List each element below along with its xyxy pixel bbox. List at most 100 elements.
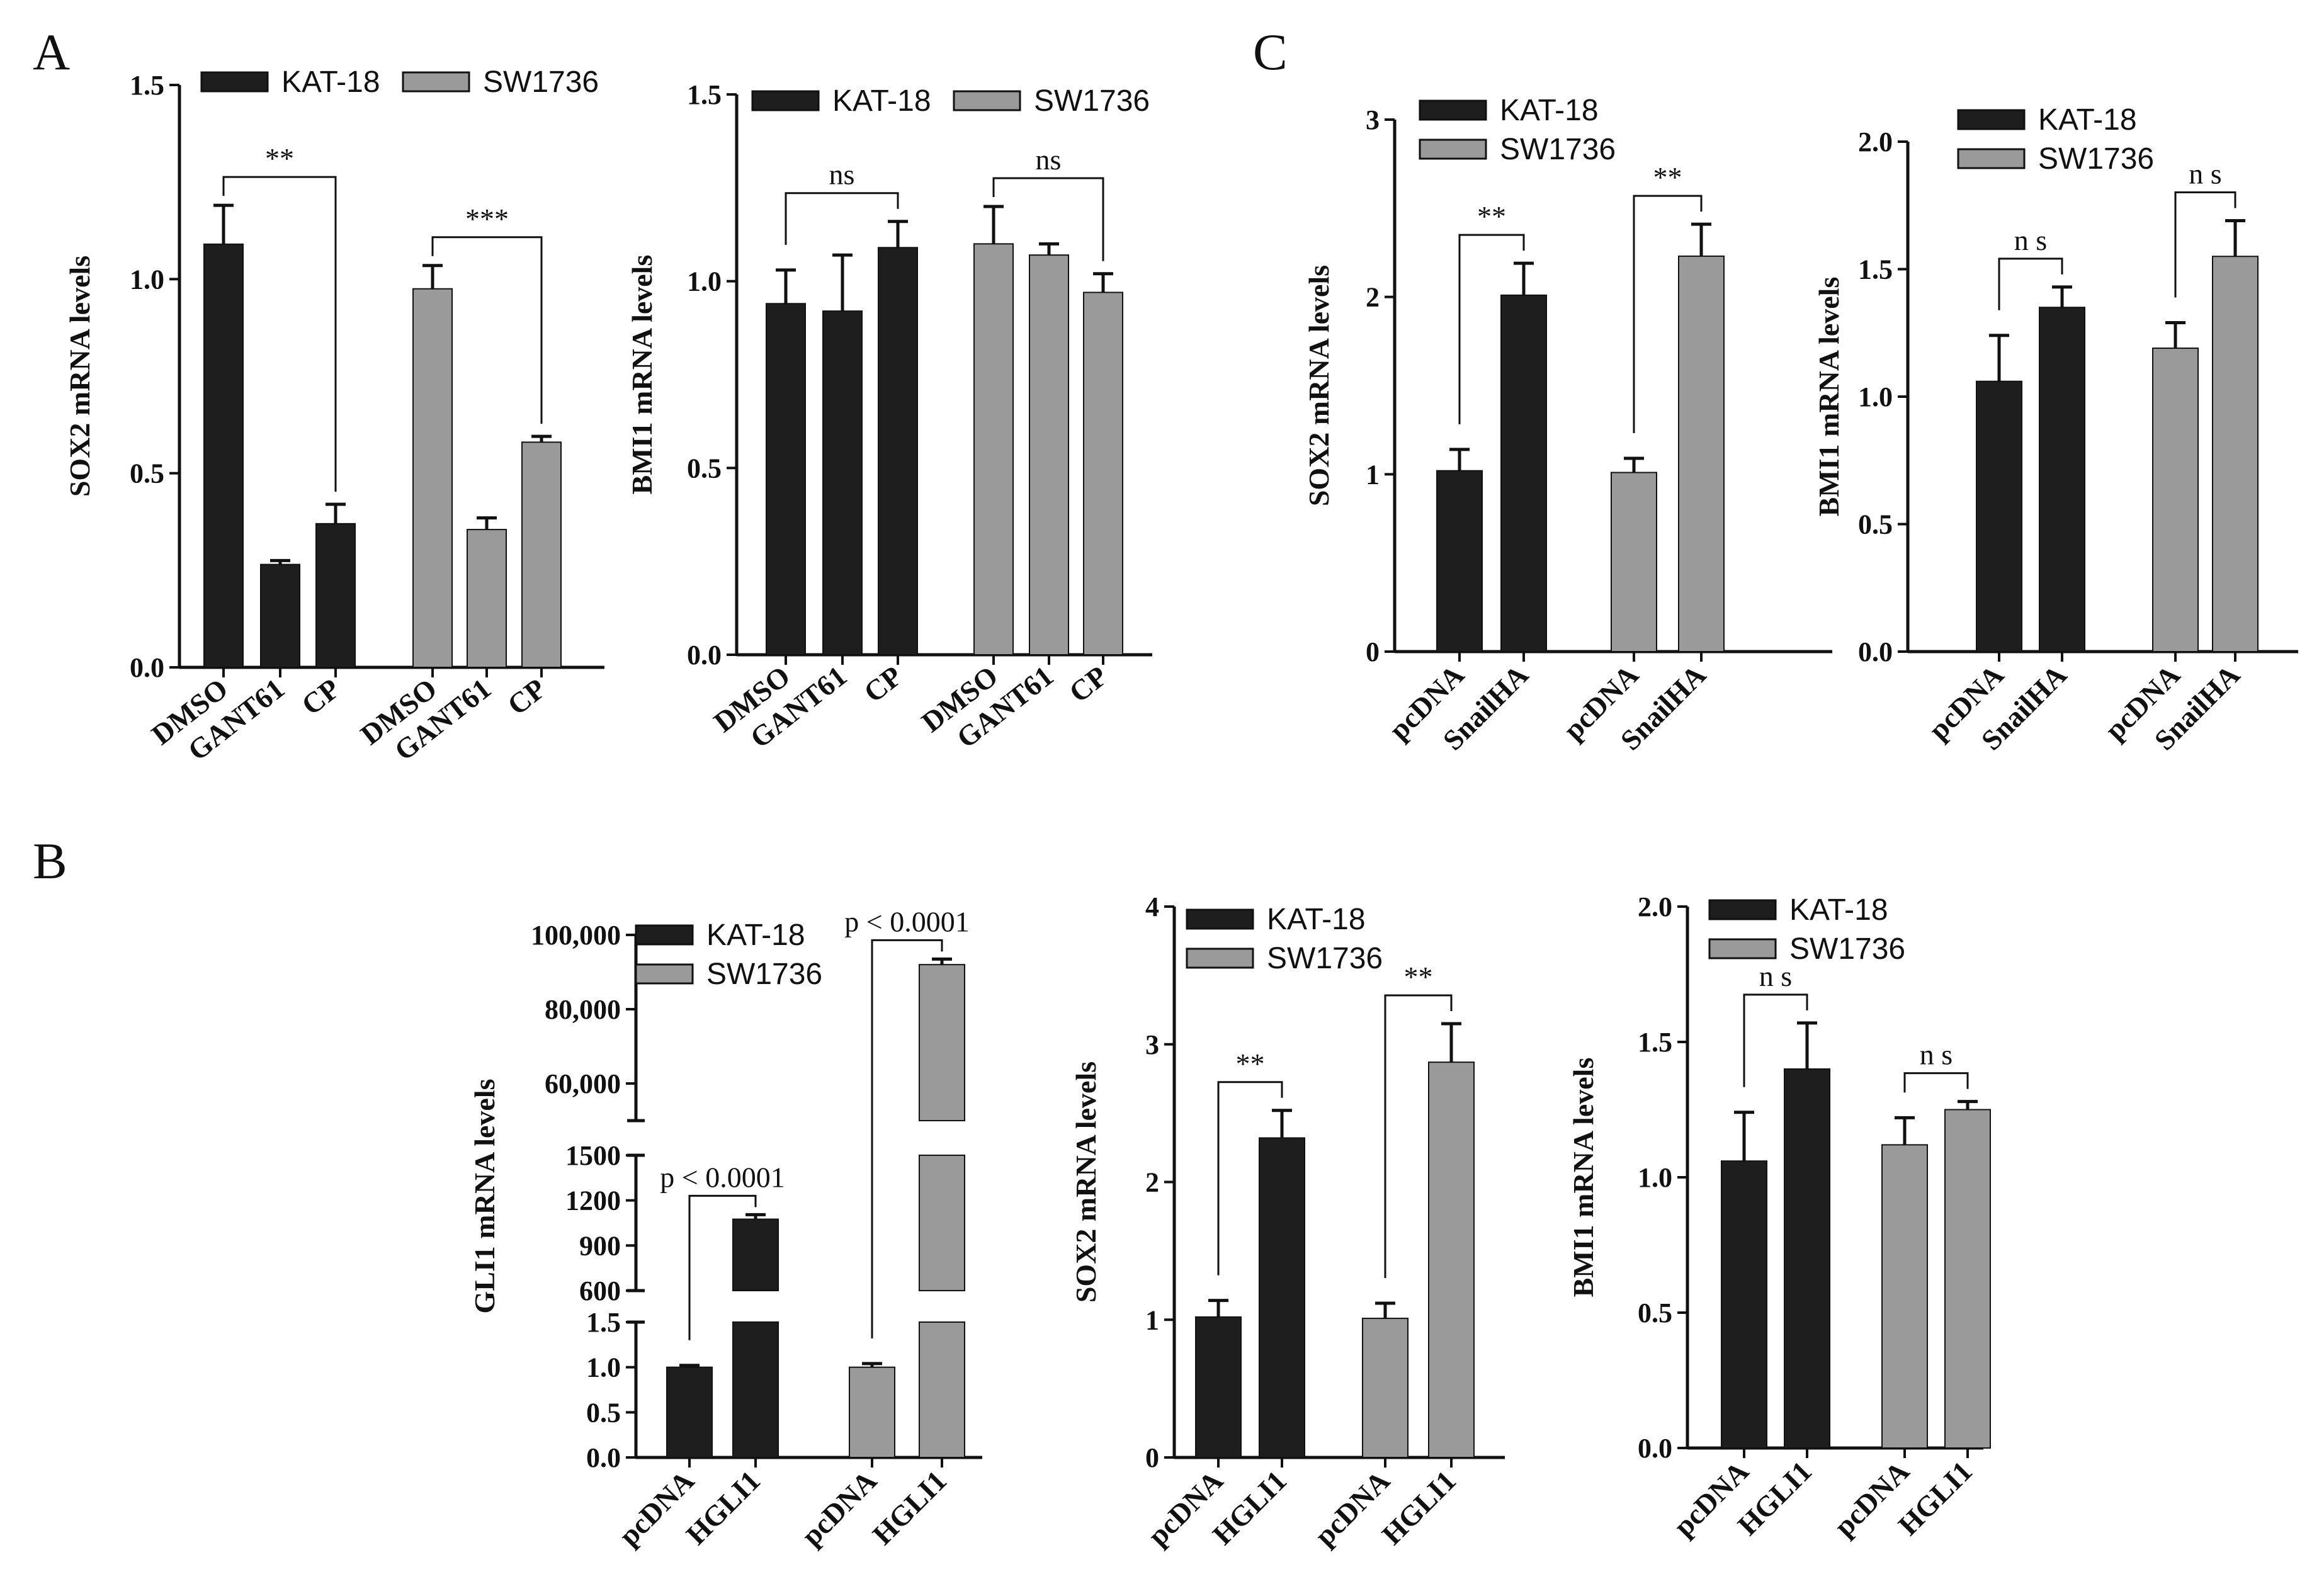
significance-label: ** bbox=[265, 142, 294, 174]
chart-b-bmi1: 0.00.51.01.52.0n sn sKAT-18SW1736pcDNAHG… bbox=[1567, 891, 1991, 1542]
bar bbox=[1436, 470, 1483, 652]
legend-label: SW1736 bbox=[1500, 133, 1616, 166]
bar bbox=[1721, 1160, 1767, 1449]
bar bbox=[849, 1366, 895, 1459]
bar bbox=[919, 1321, 965, 1458]
significance-bracket bbox=[785, 192, 899, 245]
legend-swatch bbox=[1708, 899, 1777, 920]
legend-swatch bbox=[200, 71, 269, 93]
y-tick-label: 3 bbox=[1145, 1029, 1159, 1060]
bar bbox=[467, 529, 507, 668]
bar bbox=[1259, 1137, 1305, 1458]
significance-bracket bbox=[1633, 195, 1703, 433]
x-tick-label: CP bbox=[501, 672, 552, 721]
bar bbox=[919, 1155, 965, 1291]
x-tick-label: pcDNA bbox=[1142, 1464, 1229, 1552]
legend-swatch bbox=[1708, 938, 1777, 959]
y-tick-label: 3 bbox=[1366, 105, 1380, 135]
y-tick-label: 60,000 bbox=[545, 1068, 621, 1099]
significance-bracket bbox=[1998, 257, 2063, 310]
y-axis-label: SOX2 mRNA levels bbox=[1303, 265, 1335, 506]
legend-label: SW1736 bbox=[706, 958, 822, 991]
significance-bracket bbox=[1458, 234, 1525, 424]
bar bbox=[2039, 307, 2085, 652]
y-tick-label: 1.0 bbox=[687, 266, 722, 297]
y-tick-label: 0.5 bbox=[130, 458, 164, 489]
legend-label: SW1736 bbox=[1034, 84, 1150, 118]
y-tick-label: 0.0 bbox=[1638, 1433, 1672, 1464]
significance-bracket bbox=[1384, 994, 1453, 1278]
significance-bracket bbox=[222, 176, 337, 492]
significance-bracket bbox=[871, 939, 943, 1338]
bar bbox=[822, 310, 863, 655]
y-tick-label: 1.0 bbox=[1858, 382, 1893, 412]
y-tick-label: 2 bbox=[1366, 282, 1380, 313]
legend-label: KAT-18 bbox=[281, 65, 380, 99]
y-tick-label: 0.5 bbox=[1858, 509, 1893, 540]
chart-c-bmi1: 0.00.51.01.52.0n sn sKAT-18SW1736pcDNASn… bbox=[1813, 103, 2298, 756]
y-axis-label: BMI1 mRNA levels bbox=[1567, 1058, 1599, 1298]
legend-swatch bbox=[1419, 139, 1487, 160]
significance-bracket bbox=[2174, 191, 2236, 298]
legend-label: KAT-18 bbox=[1267, 903, 1366, 936]
significance-label: ** bbox=[1236, 1048, 1265, 1080]
y-tick-label: 1.5 bbox=[1638, 1027, 1672, 1058]
panel-letter-a: A bbox=[33, 23, 70, 81]
y-tick-label: 2.0 bbox=[1858, 127, 1893, 157]
panel-letter-b: B bbox=[33, 832, 67, 890]
legend-swatch bbox=[635, 963, 694, 985]
legend-swatch bbox=[1419, 99, 1487, 121]
y-tick-label: 1200 bbox=[565, 1185, 621, 1216]
significance-label: n s bbox=[2189, 158, 2221, 190]
bar bbox=[1029, 254, 1069, 655]
x-tick-label: HGLI1 bbox=[680, 1464, 766, 1551]
legend-swatch bbox=[1957, 109, 2026, 130]
y-tick-label: 0.5 bbox=[687, 453, 722, 484]
x-tick-label: CP bbox=[858, 660, 908, 709]
legend-label: SW1736 bbox=[1789, 932, 1905, 966]
significance-bracket bbox=[1217, 1081, 1283, 1276]
bar bbox=[260, 563, 300, 668]
y-axis-label: SOX2 mRNA levels bbox=[1070, 1061, 1102, 1303]
legend-label: KAT-18 bbox=[1789, 893, 1888, 927]
bar bbox=[1611, 472, 1657, 652]
bar bbox=[1195, 1316, 1242, 1458]
x-tick-label: CP bbox=[295, 672, 346, 721]
legend-label: SW1736 bbox=[1267, 942, 1383, 975]
significance-label: *** bbox=[465, 203, 509, 235]
bar bbox=[1784, 1068, 1830, 1449]
y-tick-label: 0.0 bbox=[130, 652, 164, 683]
significance-label: p < 0.0001 bbox=[660, 1161, 785, 1193]
significance-label: n s bbox=[1759, 960, 1792, 992]
significance-label: n s bbox=[2014, 224, 2047, 256]
bar bbox=[2152, 348, 2199, 652]
significance-label: ns bbox=[1036, 144, 1062, 176]
y-tick-label: 1.0 bbox=[586, 1352, 621, 1383]
y-tick-label: 0.0 bbox=[586, 1442, 621, 1473]
bar bbox=[1428, 1061, 1475, 1458]
legend-swatch bbox=[635, 924, 694, 946]
legend-swatch bbox=[1186, 908, 1254, 930]
bar bbox=[919, 964, 965, 1121]
significance-bracket bbox=[431, 236, 543, 424]
x-tick-label: HGLI1 bbox=[866, 1464, 953, 1551]
significance-label: ** bbox=[1477, 200, 1506, 232]
significance-label: n s bbox=[1920, 1039, 1953, 1071]
y-tick-label: 2.0 bbox=[1638, 891, 1672, 922]
legend-swatch bbox=[1186, 948, 1254, 969]
legend-label: KAT-18 bbox=[706, 919, 805, 952]
y-tick-label: 900 bbox=[579, 1230, 621, 1261]
y-axis-label: GLI1 mRNA levels bbox=[468, 1078, 501, 1313]
legend-swatch bbox=[1957, 148, 2026, 169]
bar bbox=[1500, 294, 1547, 653]
legend-label: KAT-18 bbox=[2038, 103, 2137, 137]
y-tick-label: 1 bbox=[1366, 459, 1380, 490]
y-tick-label: 1.0 bbox=[1638, 1162, 1672, 1193]
legend-label: KAT-18 bbox=[1500, 94, 1599, 127]
bar bbox=[412, 288, 453, 668]
legend-label: SW1736 bbox=[483, 65, 599, 99]
